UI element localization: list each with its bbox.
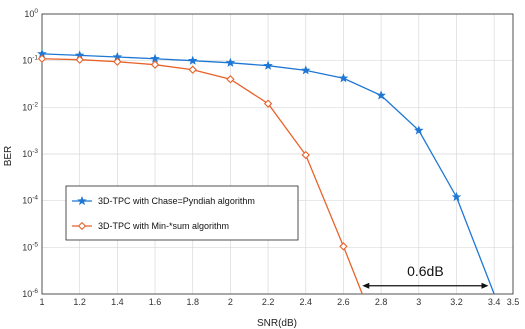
y-tick-label: 10-4 — [22, 195, 38, 206]
plot-area-border — [41, 13, 514, 295]
axis-ticks: 1 1.2 1.4 1.6 1.8 2 2.2 2.4 2.6 2.8 3 3.2 3.4 3.5 10-6… — [22, 8, 519, 307]
y-tick-label: 10-2 — [22, 101, 38, 112]
legend-item: 3D-TPC with Chase=Pyndiah algorithm — [72, 195, 255, 206]
x-tick-label: 3 — [416, 297, 421, 307]
series-line — [41, 58, 363, 295]
annotation-arrowhead-left — [362, 282, 370, 289]
series-point — [187, 55, 198, 65]
series-group — [37, 48, 495, 295]
series-point — [150, 60, 160, 69]
x-tick-label: 2.6 — [337, 297, 350, 307]
x-tick-label: 3.2 — [450, 297, 463, 307]
series-point — [77, 195, 87, 206]
x-tick-label: 2.8 — [375, 297, 388, 307]
x-tick-label: 1 — [39, 297, 44, 307]
series-point — [263, 60, 273, 70]
series-point — [301, 150, 310, 160]
annotation-label: 0.6dB — [407, 263, 444, 279]
x-tick-label: 2.4 — [300, 297, 313, 307]
x-tick-label: 1.4 — [111, 297, 124, 307]
y-tick-label: 10-3 — [22, 148, 38, 159]
series-point — [414, 125, 424, 135]
legend-label: 3D-TPC with Min-*sum algorithm — [98, 221, 229, 231]
series-point — [376, 90, 386, 100]
x-tick-label: 3.5 — [507, 297, 520, 307]
annotation-arrowhead-right — [481, 282, 489, 289]
legend-box — [65, 185, 299, 241]
x-axis-label: SNR(dB) — [257, 318, 297, 329]
series-point — [263, 99, 273, 108]
y-tick-label: 10-1 — [22, 55, 38, 66]
x-tick-label: 3.4 — [488, 297, 501, 307]
x-tick-label: 2 — [228, 297, 233, 307]
legend-item: 3D-TPC with Min-*sum algorithm — [72, 221, 229, 231]
legend-label: 3D-TPC with Chase=Pyndiah algorithm — [98, 196, 255, 206]
series-point — [338, 73, 349, 83]
series-point — [75, 55, 84, 64]
y-tick-label: 10-6 — [22, 288, 38, 299]
series-point — [77, 221, 87, 231]
series-point — [339, 242, 348, 251]
legend: 3D-TPC with Chase=Pyndiah algorithm 3D-TP… — [65, 185, 299, 241]
grid — [42, 14, 513, 294]
x-tick-label: 1.8 — [186, 297, 199, 307]
x-tick-label: 2.2 — [262, 297, 275, 307]
series-point — [188, 65, 197, 74]
y-tick-label: 10-5 — [22, 241, 38, 252]
series-point — [300, 65, 311, 75]
series-layer — [37, 48, 495, 295]
y-tick-label: 100 — [24, 8, 38, 19]
x-tick-label: 1.6 — [149, 297, 162, 307]
y-axis-label: BER — [3, 146, 14, 167]
series-point — [37, 54, 47, 63]
annotation: 0.6dB — [362, 263, 489, 289]
x-tick-label: 1.2 — [73, 297, 86, 307]
series-point — [451, 191, 462, 202]
series-point — [226, 75, 235, 84]
series-point — [113, 57, 122, 66]
series-point — [225, 57, 236, 67]
series-group — [37, 54, 363, 295]
